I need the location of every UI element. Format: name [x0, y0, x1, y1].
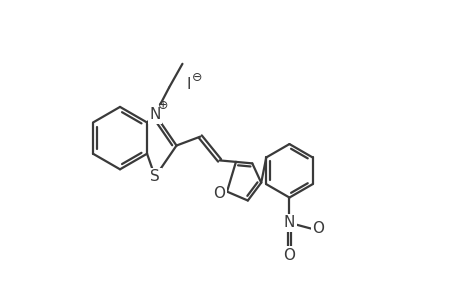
- Text: O: O: [312, 221, 324, 236]
- Text: S: S: [150, 169, 160, 184]
- Text: ⊖: ⊖: [192, 71, 202, 84]
- Text: O: O: [283, 248, 295, 263]
- Text: ⊕: ⊕: [158, 99, 168, 112]
- Text: I: I: [186, 77, 190, 92]
- Text: N: N: [149, 107, 161, 122]
- Text: N: N: [283, 215, 295, 230]
- Text: O: O: [213, 186, 225, 201]
